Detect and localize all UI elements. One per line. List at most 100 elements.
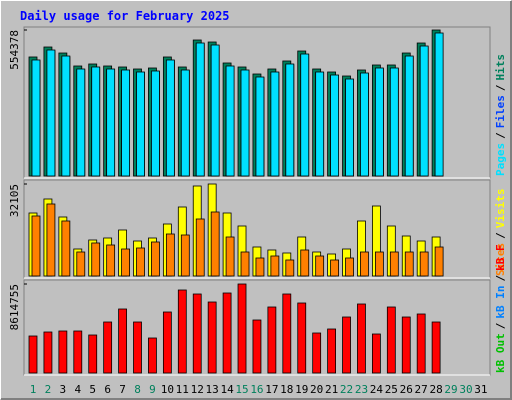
bar <box>434 246 444 277</box>
bar <box>371 333 381 374</box>
bar <box>267 306 277 374</box>
bar <box>312 332 322 374</box>
x-tick-label: 21 <box>325 383 338 396</box>
x-tick-label: 12 <box>191 383 204 396</box>
x-tick-label: 26 <box>400 383 413 396</box>
x-tick-label: 2 <box>45 383 52 396</box>
y-tick-label: 554378 <box>8 30 21 70</box>
bar <box>192 293 202 374</box>
bar <box>136 247 145 277</box>
bar <box>389 251 399 277</box>
bar <box>151 241 160 277</box>
bar <box>327 328 337 374</box>
y-tick-label: 32105 <box>8 184 21 217</box>
x-tick-label: 6 <box>104 383 111 396</box>
bar <box>240 251 250 277</box>
x-tick-label: 23 <box>355 383 368 396</box>
bar <box>252 319 262 374</box>
x-tick-label: 8 <box>134 383 141 396</box>
x-tick-label: 5 <box>89 383 96 396</box>
bar <box>103 321 113 374</box>
legend: Sites / Visits <box>494 189 507 277</box>
x-tick-label: 14 <box>220 383 234 396</box>
bar <box>162 311 172 374</box>
bar <box>180 234 190 277</box>
x-tick-label: 10 <box>161 383 174 396</box>
chart-title: Daily usage for February 2025 <box>20 9 230 23</box>
bar <box>270 255 280 277</box>
x-tick-label: 20 <box>310 383 323 396</box>
x-tick-label: 31 <box>474 383 487 396</box>
bar <box>165 59 175 177</box>
x-tick-label: 15 <box>235 383 248 396</box>
bar <box>46 49 56 177</box>
legend-separator: / <box>494 232 507 239</box>
bar <box>282 293 292 374</box>
bar <box>345 78 354 177</box>
bar <box>151 70 160 177</box>
bar <box>106 68 116 177</box>
bar <box>121 248 130 277</box>
bar <box>237 283 247 374</box>
bar <box>300 53 310 177</box>
x-tick-label: 30 <box>459 383 472 396</box>
bar <box>404 251 414 277</box>
bar <box>255 257 265 277</box>
bar <box>404 55 414 177</box>
bar <box>434 32 444 177</box>
bar <box>76 251 86 277</box>
bar <box>180 69 190 177</box>
x-tick-label: 9 <box>149 383 156 396</box>
bar <box>330 259 340 277</box>
x-tick-label: 11 <box>176 383 189 396</box>
bar <box>357 303 366 374</box>
bar <box>401 316 411 374</box>
bar <box>285 259 295 277</box>
x-tick-label: 19 <box>295 383 308 396</box>
legend-entry: Hits <box>494 54 507 81</box>
bar <box>345 257 354 277</box>
bar <box>43 331 53 374</box>
x-tick-label: 22 <box>340 383 353 396</box>
bar <box>118 308 127 374</box>
x-tick-label: 18 <box>280 383 293 396</box>
x-tick-label: 16 <box>250 383 263 396</box>
bar <box>133 321 142 374</box>
legend-separator: / <box>494 275 507 282</box>
bar <box>419 45 429 177</box>
legend-entry: Files <box>494 95 507 128</box>
bar <box>386 306 396 374</box>
bar <box>300 249 310 277</box>
bar <box>255 76 265 177</box>
legend-entry: kB Out <box>494 333 507 373</box>
bar <box>177 289 187 374</box>
bar <box>225 236 235 277</box>
bar <box>389 67 399 177</box>
bar <box>136 71 145 177</box>
bar <box>195 42 205 177</box>
x-tick-label: 24 <box>370 383 384 396</box>
x-tick-label: 7 <box>119 383 126 396</box>
x-tick-label: 1 <box>30 383 37 396</box>
bar <box>270 71 280 177</box>
legend-separator: / <box>494 322 507 329</box>
x-tick-label: 3 <box>60 383 67 396</box>
y-tick-label: 8614755 <box>8 284 21 330</box>
bar <box>31 215 41 277</box>
legend-separator: / <box>494 132 507 139</box>
bar <box>121 69 130 177</box>
x-tick-label: 13 <box>206 383 219 396</box>
bar <box>210 211 220 277</box>
bar <box>419 251 429 277</box>
legend-entry: Pages <box>494 143 507 176</box>
bar <box>360 251 369 277</box>
bar <box>315 255 325 277</box>
bar <box>297 302 307 374</box>
bar <box>374 251 384 277</box>
bar <box>240 69 250 177</box>
bar <box>431 321 441 374</box>
bar <box>225 65 235 177</box>
x-tick-label: 27 <box>415 383 428 396</box>
bar <box>315 71 325 177</box>
